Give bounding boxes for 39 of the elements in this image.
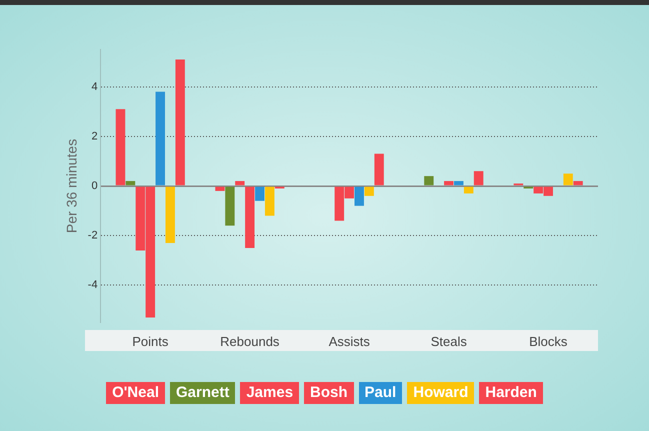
x-tick-label: Points: [132, 334, 169, 349]
x-tick-label: Blocks: [529, 334, 568, 349]
bar: [225, 186, 235, 226]
bar: [126, 181, 136, 186]
bar: [245, 186, 255, 248]
bar: [464, 186, 474, 194]
bar: [156, 92, 165, 186]
bar: [374, 154, 384, 186]
bar: [264, 186, 274, 216]
y-tick-label: 0: [91, 180, 98, 192]
y-tick-label: -2: [88, 230, 98, 242]
legend-label: Paul: [362, 382, 402, 404]
y-tick-label: 2: [91, 130, 98, 142]
bar: [215, 186, 225, 191]
bar: [444, 181, 454, 186]
bar: [165, 186, 175, 244]
bar: [424, 176, 434, 186]
y-axis-title: Per 36 minutes: [63, 138, 80, 234]
bar: [573, 181, 583, 186]
x-tick-label: Assists: [328, 334, 370, 349]
legend-label: O'Neal: [110, 382, 165, 404]
bar: [474, 171, 484, 186]
bar: [255, 186, 264, 201]
bar: [175, 60, 185, 186]
bar: [563, 174, 573, 186]
bar: [235, 181, 245, 186]
bar: [454, 181, 464, 186]
legend-label: Bosh: [308, 382, 354, 404]
legend-label: Harden: [483, 382, 543, 404]
bar: [116, 109, 126, 186]
legend-label: Garnett: [174, 382, 236, 404]
y-tick-label: -4: [88, 279, 98, 292]
x-tick-label: Rebounds: [220, 334, 280, 349]
legend-label: James: [244, 382, 300, 404]
legend-label: Howard: [411, 382, 474, 404]
y-tick-label: 4: [91, 80, 98, 93]
bar: [354, 186, 364, 206]
bar: [364, 186, 374, 196]
x-tick-label: Steals: [430, 334, 468, 349]
